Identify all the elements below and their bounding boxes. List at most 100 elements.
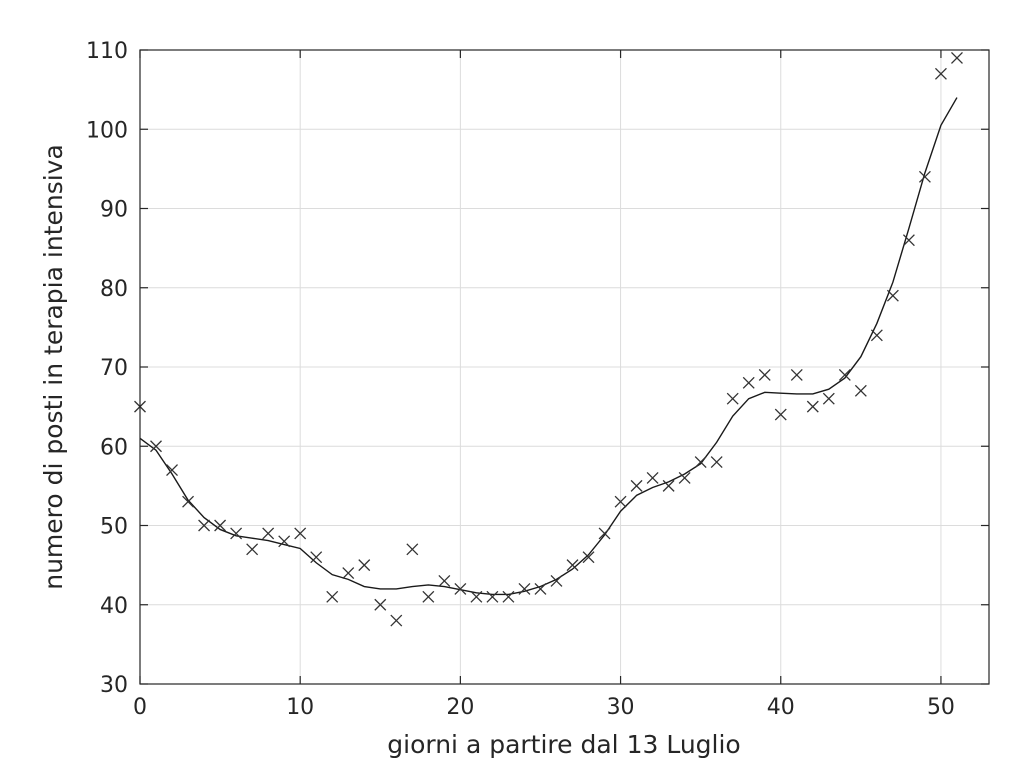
data-point-stroke [694,456,707,469]
data-point [374,598,387,611]
data-point [662,479,675,492]
y-tick-label: 60 [100,435,128,460]
data-point-stroke [518,582,531,595]
x-tick-label: 20 [446,695,474,720]
fit-curve-group [139,97,958,596]
data-point-stroke [406,543,419,556]
data-point-stroke [774,408,787,421]
data-markers [134,51,963,627]
y-tick-label: 40 [100,594,128,619]
data-point-stroke [150,440,162,453]
data-point [710,456,723,469]
data-point-stroke [854,384,867,397]
y-tick-labels: 30 40 50 60 70 80 90 100 110 [86,39,128,698]
data-point [598,527,611,540]
data-point [342,567,355,580]
y-tick-label: 30 [100,673,128,698]
data-point-stroke [838,368,851,381]
data-point [550,575,563,587]
data-point [870,329,883,342]
data-point [406,543,419,556]
data-point-stroke [726,392,739,405]
data-point [566,559,579,572]
data-point-stroke [358,559,371,572]
data-point [614,495,627,508]
data-point-stroke [822,392,835,405]
grid-lines [139,49,989,685]
data-point-stroke [246,543,259,556]
x-tick-label: 0 [133,695,147,720]
data-point-stroke [438,575,451,587]
data-point [678,471,691,484]
data-point-stroke [486,590,499,603]
data-point [422,590,435,603]
data-point [502,590,515,603]
data-point [246,543,259,556]
data-point [918,170,931,183]
data-point-stroke [182,495,195,508]
data-point [934,67,947,80]
data-point-stroke [566,559,579,572]
data-point [294,527,307,540]
data-point-stroke [214,519,227,532]
data-point [854,384,867,397]
fit-curve [139,97,958,596]
data-point [726,392,739,405]
x-tick-label: 10 [286,695,314,720]
data-point [534,582,547,595]
data-point-stroke [646,471,659,484]
data-point [806,400,819,413]
data-point-stroke [790,368,803,381]
data-point [230,527,243,540]
data-point [182,495,195,508]
data-point-stroke [614,495,627,508]
y-axis-label: numero di posti in terapia intensiva [39,144,68,590]
y-tick-label: 90 [100,198,128,223]
x-tick-labels: 0 10 20 30 40 50 [133,695,955,720]
data-point [470,590,483,603]
y-tick-label: 80 [100,277,128,302]
data-point-stroke [598,527,611,540]
data-point [790,368,803,381]
data-point-stroke [710,456,723,469]
data-point-stroke [918,170,931,183]
x-axis-label: giorni a partire dal 13 Luglio [387,730,740,759]
data-point [646,471,659,484]
data-point [582,551,595,564]
x-tick-label: 30 [607,695,635,720]
data-point-stroke [582,551,595,564]
data-point [886,289,899,302]
data-point-stroke [662,479,675,492]
data-point-stroke [278,535,291,548]
data-point [838,368,851,381]
data-point [694,456,707,469]
data-point-stroke [758,368,771,381]
data-point-stroke [934,67,947,80]
data-point-stroke [294,527,307,540]
data-point-stroke [534,582,547,595]
y-tick-label: 50 [100,515,128,540]
data-point [454,582,467,595]
data-point [438,575,451,587]
data-point [262,527,275,540]
data-point [518,582,531,595]
data-point [951,51,963,64]
data-point [822,392,835,405]
x-tick-label: 50 [927,695,955,720]
data-point-stroke [390,614,403,627]
data-point-stroke [198,519,211,532]
data-point-stroke [262,527,275,540]
y-tick-label: 100 [86,118,128,143]
y-tick-label: 70 [100,356,128,381]
data-point-stroke [951,51,963,64]
data-point-stroke [342,567,355,580]
data-point-stroke [470,590,483,603]
data-point-stroke [310,551,323,564]
data-point-stroke [886,289,899,302]
data-point [486,590,499,603]
data-point [214,519,227,532]
data-point [326,590,339,603]
data-point-stroke [454,582,467,595]
